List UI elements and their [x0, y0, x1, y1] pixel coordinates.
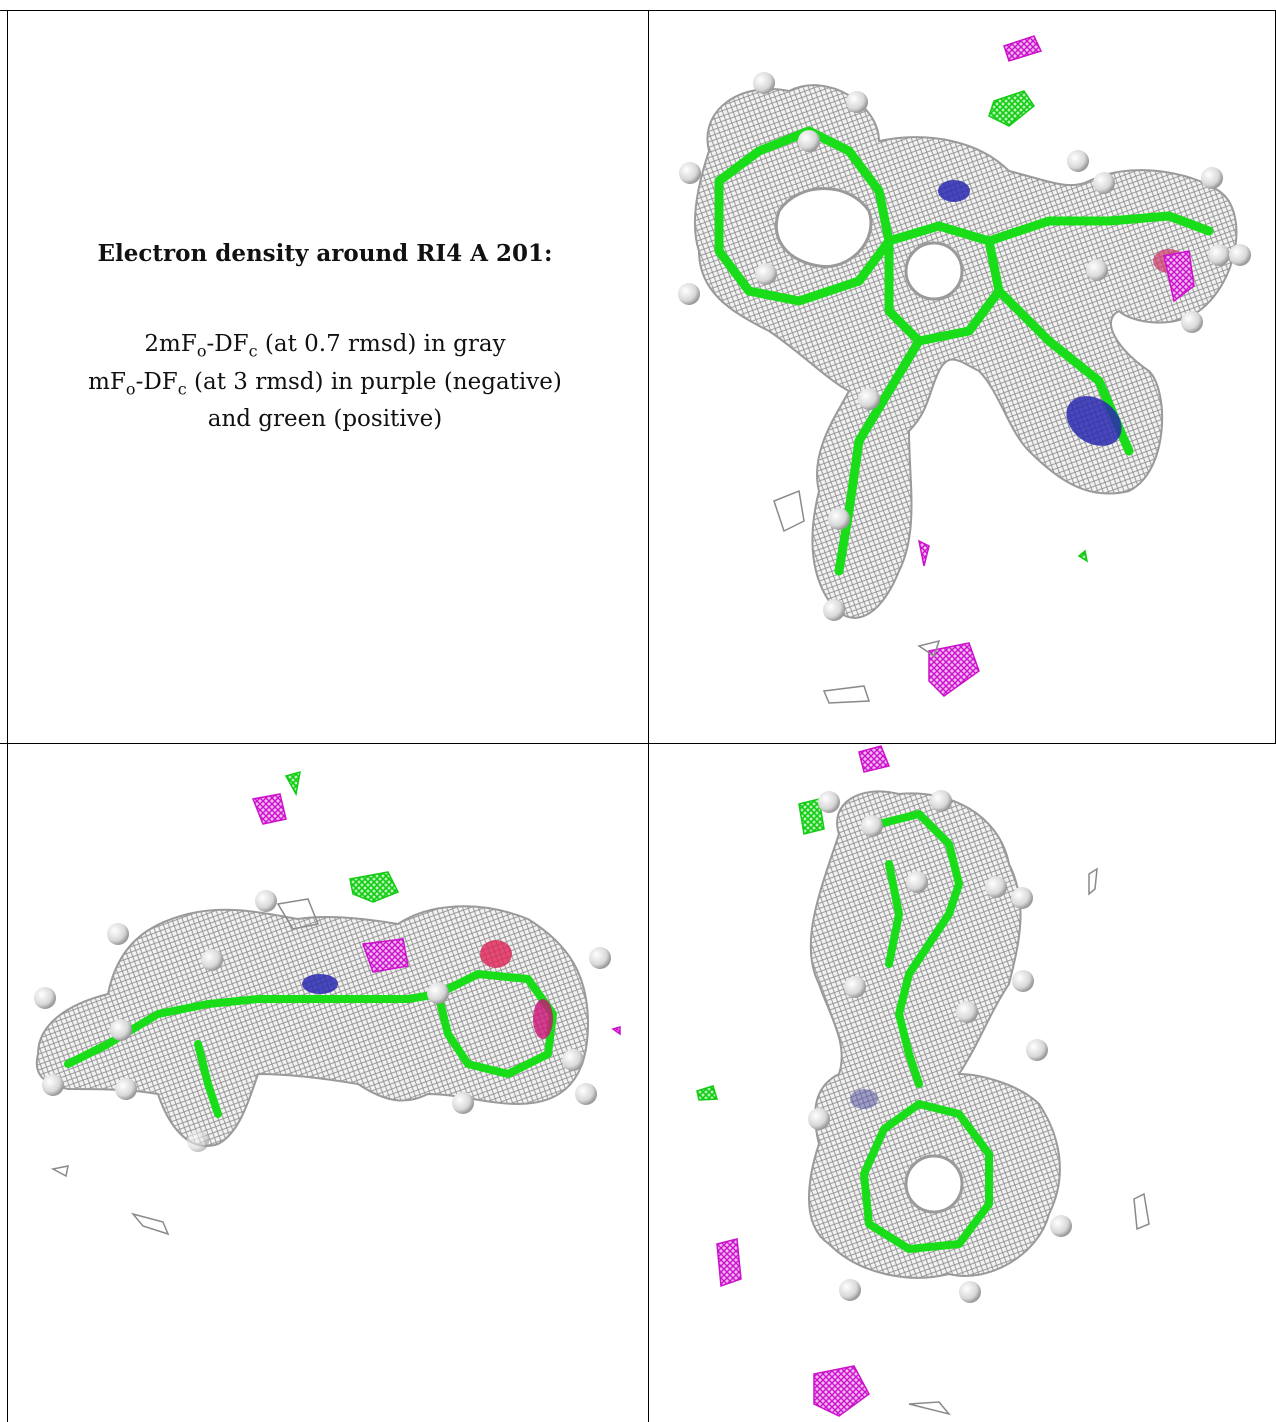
nitrogen-density: [850, 1089, 878, 1109]
caption-title: Electron density around RI4 A 201:: [97, 240, 553, 267]
purple-mesh-negative: [716, 745, 891, 1417]
ring-hole: [904, 241, 964, 301]
purple-mesh-negative: [917, 35, 1195, 697]
ring-hole-2: [774, 187, 873, 269]
green-mesh-positive: [284, 770, 400, 903]
hydrogen-atoms: [678, 72, 1251, 621]
density-view-top: [649, 11, 1275, 743]
density-image-side: [34, 770, 621, 1236]
gray-mesh-fragments: [773, 489, 941, 704]
center-divider: [648, 10, 649, 1422]
ring-hole: [904, 1154, 964, 1214]
nitrogen-density: [302, 974, 338, 994]
density-view-top-down: [649, 744, 1275, 1422]
caption-line-fofc: mFo-DFc (at 3 rmsd) in purple (negative): [88, 368, 562, 399]
gray-mesh-2fofc: [693, 84, 1238, 619]
nitrogen-density: [938, 180, 1122, 446]
caption-line-2fofc: 2mFo-DFc (at 0.7 rmsd) in gray: [144, 331, 506, 361]
density-image-top-down: [696, 745, 1150, 1417]
oxygen-density: [480, 940, 553, 1039]
gray-mesh-fragments: [908, 867, 1150, 1416]
green-mesh-positive: [988, 90, 1089, 563]
caption-line-colors: and green (positive): [207, 406, 443, 433]
left-border: [7, 10, 8, 1422]
density-image-top: [678, 35, 1251, 704]
purple-mesh-negative: [251, 793, 621, 1036]
green-skeleton: [860, 810, 993, 1253]
gray-mesh-fragments: [50, 898, 320, 1236]
figure-caption: Electron density around RI4 A 201: 2mFo-…: [20, 240, 630, 434]
middle-divider: [0, 743, 1276, 744]
green-mesh-positive: [696, 798, 825, 1101]
hydrogen-atoms: [808, 790, 1072, 1303]
top-border: [0, 10, 1276, 11]
density-view-side: [8, 744, 648, 1422]
hydrogen-atoms: [34, 890, 611, 1152]
